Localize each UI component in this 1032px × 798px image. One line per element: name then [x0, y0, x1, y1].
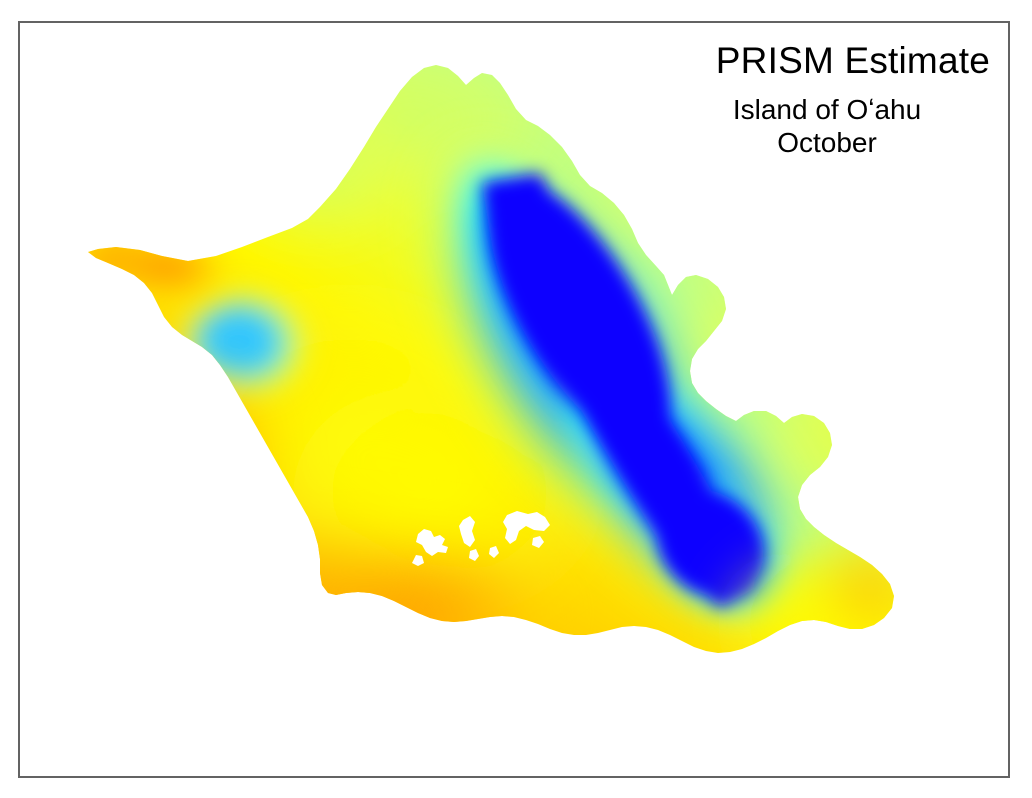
oahu-rainfall-raster	[20, 23, 1012, 780]
page-title: PRISM Estimate	[715, 40, 990, 81]
subtitle-region: Island of Oʻahu	[732, 94, 922, 125]
map-svg	[88, 65, 894, 653]
pearl-harbor-lochs	[412, 511, 550, 566]
plot-frame: PRISM Estimate Island of Oʻahu October	[18, 21, 1010, 778]
map-annotations: PRISM Estimate Island of Oʻahu October	[664, 39, 994, 159]
field-kaena-point-dry	[88, 213, 240, 309]
subtitle-period: October	[777, 127, 877, 158]
